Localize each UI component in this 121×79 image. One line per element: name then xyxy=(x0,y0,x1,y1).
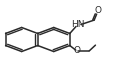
Text: O: O xyxy=(94,6,101,15)
Text: HN: HN xyxy=(71,20,84,29)
Text: O: O xyxy=(73,46,80,55)
